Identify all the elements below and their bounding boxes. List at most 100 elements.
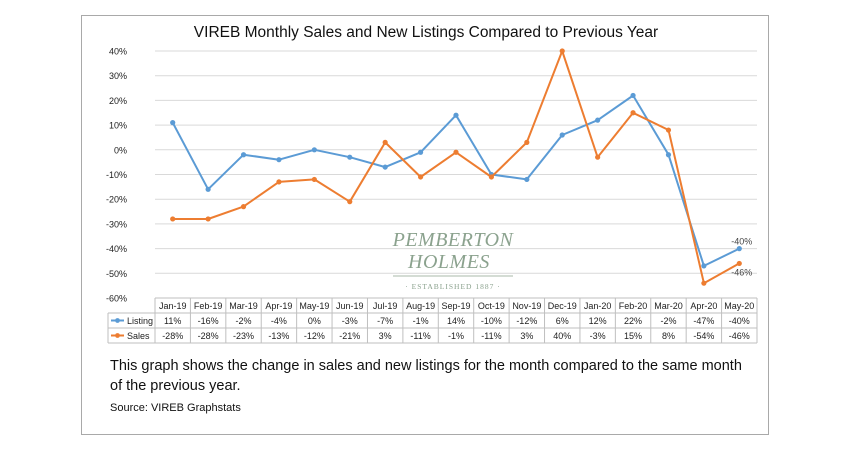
data-point-sales [170, 216, 176, 222]
x-tick-label: Mar-20 [654, 301, 683, 311]
data-point-listing [630, 92, 636, 99]
legend-marker-sales [115, 333, 120, 338]
data-point-listing [595, 117, 601, 123]
table-cell-listing: -7% [377, 316, 393, 326]
data-point-listing [382, 164, 388, 170]
y-tick-label: -20% [106, 195, 127, 205]
table-cell-listing: 22% [624, 316, 642, 326]
x-tick-label: Jan-19 [159, 301, 187, 311]
y-tick-label: 20% [109, 96, 127, 106]
data-point-sales [595, 154, 601, 160]
data-point-sales [382, 139, 388, 145]
table-cell-sales: -54% [693, 331, 714, 341]
y-tick-label: -60% [106, 294, 127, 304]
table-cell-sales: -46% [729, 331, 750, 341]
table-cell-sales: 3% [520, 331, 533, 341]
legend-marker-listing [115, 318, 120, 323]
data-point-sales [311, 176, 317, 183]
table-cell-sales: -28% [198, 331, 219, 341]
table-cell-listing: -1% [413, 316, 429, 326]
y-tick-label: 30% [109, 71, 127, 81]
table-cell-sales: -12% [304, 331, 325, 341]
table-cell-listing: -2% [236, 316, 252, 326]
y-tick-label: 0% [114, 145, 127, 155]
x-tick-label: Sep-19 [441, 301, 470, 311]
y-tick-label: -30% [106, 219, 127, 229]
y-tick-label: 10% [109, 121, 127, 131]
data-point-listing [453, 112, 459, 118]
watermark-line3: · ESTABLISHED 1887 · [405, 282, 500, 291]
x-tick-label: Feb-19 [194, 301, 223, 311]
table-cell-listing: -2% [660, 316, 676, 326]
data-point-listing [170, 120, 176, 126]
data-point-sales [630, 110, 636, 116]
table-cell-listing: 0% [308, 316, 321, 326]
data-point-sales [524, 139, 530, 145]
x-tick-label: Jun-19 [336, 301, 364, 311]
data-point-listing [559, 132, 565, 138]
x-tick-label: Nov-19 [512, 301, 541, 311]
y-tick-label: -50% [106, 269, 127, 279]
x-tick-label: Jul-19 [373, 301, 398, 311]
table-cell-sales: -21% [339, 331, 360, 341]
table-cell-sales: 3% [379, 331, 392, 341]
table-cell-listing: 14% [447, 316, 465, 326]
table-cell-listing: 12% [589, 316, 607, 326]
table-cell-listing: -16% [198, 316, 219, 326]
table-cell-listing: -12% [516, 316, 537, 326]
data-point-sales [559, 48, 565, 54]
end-label-listing: -40% [731, 237, 752, 247]
data-point-listing [417, 149, 424, 155]
legend-label-listing: Listing [127, 316, 153, 326]
data-point-listing [240, 152, 247, 158]
watermark-line1: PEMBERTON [392, 229, 515, 251]
chart-title: VIREB Monthly Sales and New Listings Com… [193, 24, 659, 41]
watermark-line2: HOLMES [407, 251, 490, 273]
table-cell-sales: 8% [662, 331, 675, 341]
legend-label-sales: Sales [127, 331, 150, 341]
y-tick-label: -10% [106, 170, 127, 180]
table-cell-listing: -10% [481, 316, 502, 326]
data-point-sales [701, 280, 707, 286]
x-tick-label: Apr-20 [690, 301, 717, 311]
data-point-sales [453, 149, 459, 155]
data-point-sales [205, 216, 211, 222]
data-point-listing [665, 152, 672, 158]
x-tick-label: Aug-19 [406, 301, 435, 311]
y-tick-label: -40% [106, 244, 127, 254]
table-cell-listing: -4% [271, 316, 287, 326]
data-point-listing [524, 176, 530, 183]
chart-svg: 40% 30% 20% 10% 0% -10% -20% -30% -40% -50% -60% PE… [106, 47, 758, 344]
x-tick-label: Feb-20 [619, 301, 648, 311]
data-point-sales [417, 174, 424, 180]
data-point-listing [205, 186, 211, 192]
table-cell-sales: -28% [162, 331, 183, 341]
table-cell-sales: 15% [624, 331, 642, 341]
x-tick-label: Mar-19 [229, 301, 258, 311]
data-point-sales [488, 174, 495, 180]
source-note: Source: VIREB Graphstats [110, 402, 241, 414]
table-cell-sales: -3% [590, 331, 606, 341]
data-point-sales [347, 199, 353, 205]
table-cell-listing: -3% [342, 316, 358, 326]
x-tick-label: Dec-19 [548, 301, 577, 311]
x-tick-label: Apr-19 [265, 301, 292, 311]
x-tick-label: Oct-19 [478, 301, 505, 311]
table-cell-listing: 11% [164, 316, 181, 326]
data-point-listing [276, 157, 282, 163]
chart-frame: VIREB Monthly Sales and New Listings Com… [81, 15, 769, 435]
data-point-sales [240, 204, 247, 210]
data-point-listing [701, 263, 707, 269]
table-cell-sales: -23% [233, 331, 254, 341]
data-point-sales [665, 127, 672, 133]
table-cell-sales: -11% [410, 331, 430, 341]
x-tick-label: Jan-20 [584, 301, 612, 311]
data-point-listing [347, 154, 353, 160]
chart-caption: This graph shows the change in sales and… [110, 358, 742, 394]
data-point-listing [736, 246, 742, 252]
table-cell-sales: -1% [448, 331, 464, 341]
table-cell-sales: -13% [268, 331, 289, 341]
x-tick-label: May-20 [724, 301, 754, 311]
data-point-sales [736, 260, 742, 267]
table-cell-listing: -40% [729, 316, 750, 326]
